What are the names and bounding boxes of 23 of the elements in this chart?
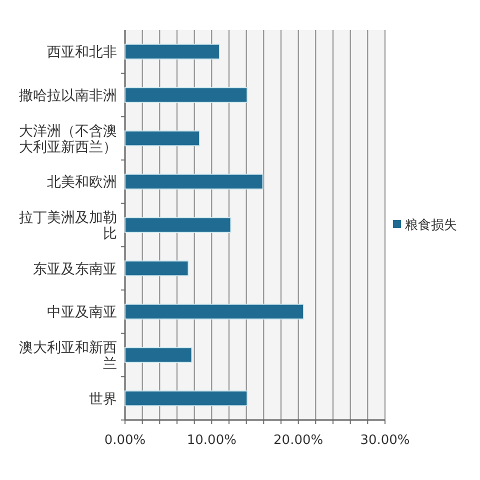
- bar: [124, 304, 304, 320]
- y-tick-label: 撒哈拉以南非洲: [19, 88, 117, 104]
- bar: [124, 130, 200, 146]
- y-tick-label: 东亚及东南亚: [33, 261, 117, 278]
- bar: [124, 44, 220, 60]
- bar: [124, 347, 192, 363]
- bar: [124, 390, 248, 406]
- y-tick-label: 大洋洲（不含澳大利亚新西兰）: [19, 123, 117, 156]
- x-tick-label: 10.00%: [186, 433, 236, 448]
- x-tick-label: 30.00%: [360, 433, 410, 448]
- bar: [124, 174, 264, 190]
- y-tick-label: 澳大利亚和新西兰: [19, 340, 117, 372]
- y-tick-label: 北美和欧洲: [47, 174, 117, 191]
- bar: [124, 217, 232, 233]
- legend-label: 粮食损失: [405, 218, 457, 233]
- bar: [124, 87, 248, 103]
- x-tick-label: 0.00%: [104, 433, 146, 448]
- y-tick-label: 西亚和北非: [47, 44, 117, 61]
- y-tick-label: 中亚及南亚: [47, 304, 117, 321]
- x-tick-label: 20.00%: [274, 433, 324, 448]
- y-tick-label: 世界: [89, 391, 117, 408]
- bar: [124, 260, 189, 276]
- y-tick-label: 拉丁美洲及加勒比: [19, 210, 117, 242]
